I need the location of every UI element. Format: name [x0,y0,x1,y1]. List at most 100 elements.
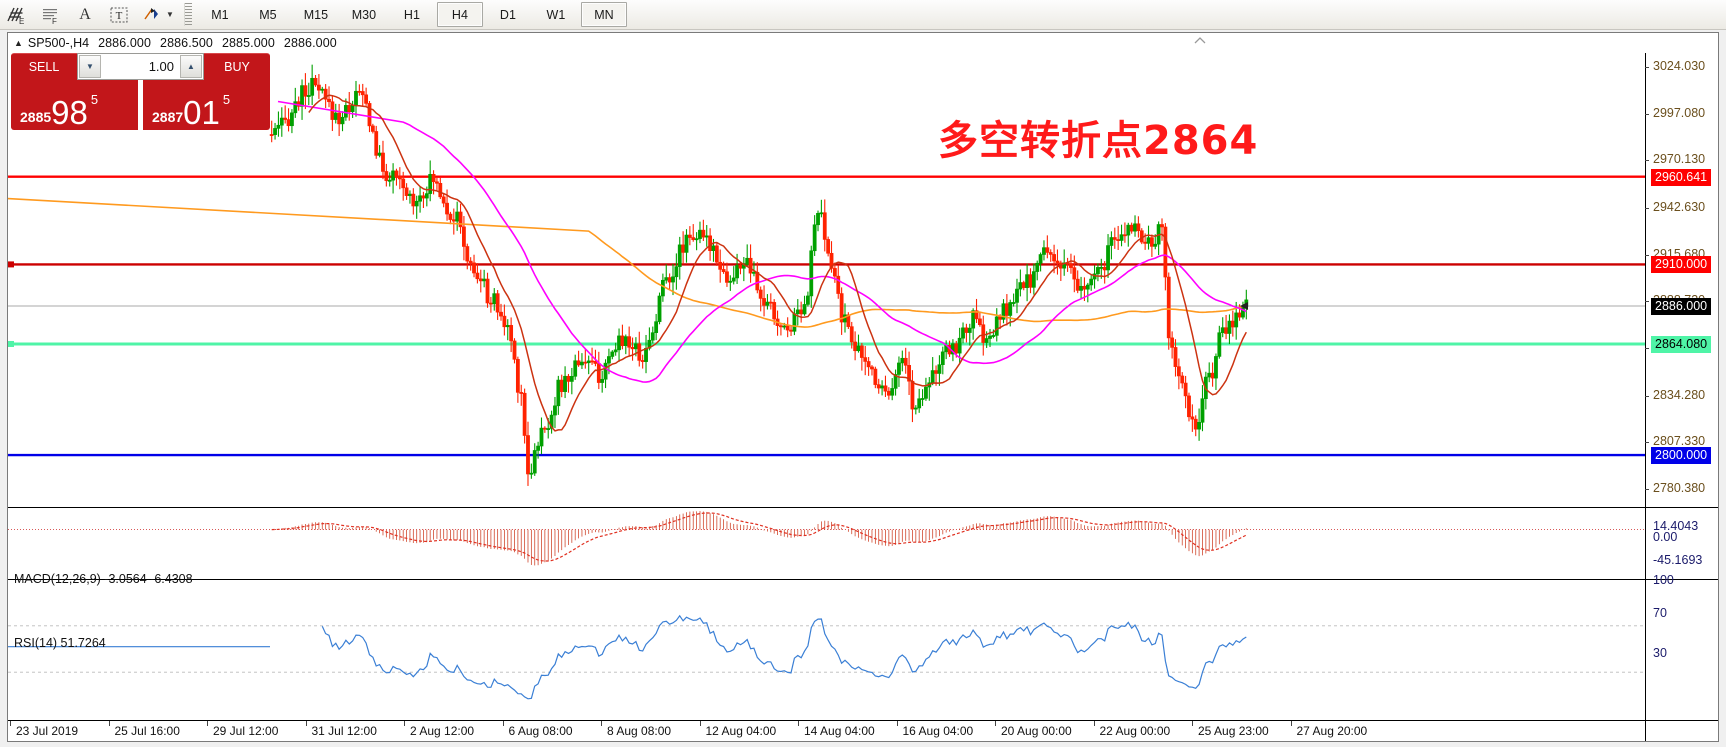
price-axis-line [1645,53,1646,741]
time-axis-label: 12 Aug 04:00 [705,724,777,738]
periods-icon[interactable]: F [34,1,68,29]
chart-symbol-bar: ▲ SP500-,H4 2886.000 2886.500 2885.000 2… [8,33,1718,53]
buy-price-prefix: 2887 [152,109,184,125]
macd-axis-label: -45.1693 [1653,553,1703,567]
svg-text:F: F [52,17,57,25]
timeframe-button-w1[interactable]: W1 [546,7,566,22]
chart-symbol-label: SP500-,H4 [27,36,90,50]
price-level-badge-2864-080[interactable]: 2864.080 [1651,335,1712,353]
toolbar-grip[interactable] [183,3,192,26]
time-axis-label: 29 Jul 12:00 [213,724,279,738]
time-axis-label: 25 Jul 16:00 [114,724,180,738]
macd-chart-canvas[interactable] [8,509,1645,579]
time-tick [502,721,504,726]
time-axis-label: 25 Aug 23:00 [1198,724,1269,738]
time-axis-label: 22 Aug 00:00 [1099,724,1171,738]
macd-axis-label: 14.4043 [1653,519,1699,533]
pane-collapse-icon[interactable] [1194,37,1206,45]
time-tick [305,721,307,726]
price-tick [1645,395,1649,397]
one-click-trading-panel: SELL ▼ 1.00 ▲ BUY 2885 98 5 [11,53,270,130]
time-tick [798,721,799,726]
buy-price-main: 01 [183,94,220,131]
timeframe-button-m5[interactable]: M5 [259,7,277,22]
time-tick [699,721,701,726]
buy-button[interactable]: BUY [204,53,270,80]
price-tick [1645,66,1649,68]
sell-button[interactable]: SELL [11,53,77,80]
volume-field[interactable]: ▼ 1.00 ▲ [77,53,204,80]
ohlc-high: 2886.500 [160,36,213,50]
rsi-chart-canvas[interactable] [8,581,1645,719]
collapse-triangle-icon[interactable]: ▲ [14,38,23,48]
time-axis-label: 2 Aug 12:00 [410,724,475,738]
macd-axis-label: 0.00 [1653,530,1678,544]
buy-price-cell[interactable]: 2887 01 5 [143,80,270,130]
sell-price-pipette: 5 [90,92,99,107]
price-tick [1645,301,1649,303]
price-chart-canvas[interactable] [7,33,1645,507]
price-level-badge-2910-000[interactable]: 2910.000 [1651,256,1712,274]
trade-prices-row: 2885 98 5 2887 01 5 [11,80,270,130]
time-axis-label: 20 Aug 00:00 [1001,724,1072,738]
time-tick [1093,721,1095,726]
time-tick [207,721,208,726]
text-label-icon[interactable]: T [102,1,136,29]
sell-price-cell[interactable]: 2885 98 5 [11,80,138,130]
time-axis-label: 31 Jul 12:00 [311,724,377,738]
timeframe-button-h4[interactable]: H4 [436,2,483,27]
time-axis-label: 27 Aug 20:00 [1296,724,1368,738]
price-level-badge-2960-641[interactable]: 2960.641 [1651,168,1712,186]
ohlc-open: 2886.000 [98,36,152,50]
time-axis-label: 23 Jul 2019 [16,724,79,738]
price-tick [1645,160,1649,162]
volume-decrement-icon[interactable]: ▼ [79,55,101,78]
rsi-axis-label: 30 [1653,646,1667,660]
ohlc-low: 2885.000 [221,36,275,50]
price-axis-label: 2970.130 [1653,152,1706,167]
volume-increment-icon[interactable]: ▲ [180,55,202,78]
time-axis-label: 16 Aug 04:00 [902,724,974,738]
timeframe-button-m1[interactable]: M1 [211,7,229,22]
timeframe-button-h1[interactable]: H1 [403,7,420,22]
chart-annotation-text: 多空转折点2864 [938,118,1259,164]
timeframe-button-m30[interactable]: M30 [351,7,377,22]
text-tool-icon[interactable]: A [79,5,91,23]
chart-window: ▲ SP500-,H4 2886.000 2886.500 2885.000 2… [7,32,1719,742]
objects-dropdown-icon[interactable]: ▼ [166,10,174,19]
price-tick [1645,113,1649,115]
timeframe-bar: M1 M5 M15 M30 H1 H4 D1 W1 MN [196,2,628,27]
time-axis-label: 6 Aug 08:00 [508,724,573,738]
main-toolbar: E F A T ▼ [0,0,1726,30]
time-tick [1290,721,1292,726]
pane-divider-macd [8,507,1718,508]
buy-price-pipette: 5 [222,92,231,107]
time-axis[interactable]: 23 Jul 2019 25 Jul 16:00 29 Jul 12:00 31 Ju… [8,720,1718,741]
volume-value[interactable]: 1.00 [148,59,174,74]
price-tick [1645,254,1649,256]
price-level-badge-2886-000[interactable]: 2886.000 [1651,297,1712,315]
objects-icon[interactable] [136,1,170,29]
time-tick [601,721,602,726]
trade-controls-row: SELL ▼ 1.00 ▲ BUY [11,53,270,80]
price-tick [1645,489,1649,490]
price-tick [1645,207,1649,209]
price-axis-label: 2807.330 [1653,434,1706,449]
time-tick [896,721,898,726]
timeframe-button-m15[interactable]: M15 [303,7,329,22]
svg-text:E: E [19,17,24,25]
timeframe-button-mn[interactable]: MN [580,2,627,27]
price-tick [1645,347,1649,349]
time-tick [404,721,405,726]
pane-divider-rsi [8,579,1718,580]
price-tick [1645,442,1649,444]
indicators-icon[interactable]: E [0,1,34,29]
time-tick [995,721,996,726]
timeframe-button-d1[interactable]: D1 [499,7,516,22]
price-axis-label: 2780.380 [1653,481,1706,495]
price-level-badge-2800-000[interactable]: 2800.000 [1651,447,1712,464]
time-axis-label: 8 Aug 08:00 [607,724,672,738]
time-axis-label: 14 Aug 04:00 [804,724,875,738]
price-axis-label: 2942.630 [1653,199,1706,214]
